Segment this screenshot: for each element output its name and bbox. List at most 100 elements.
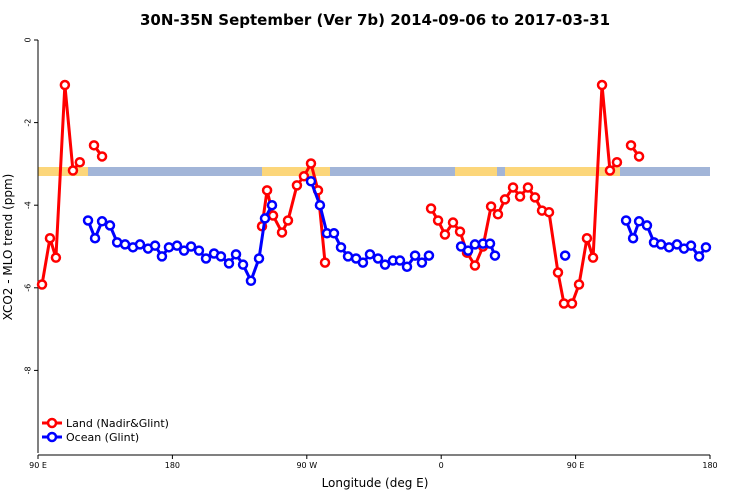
- point: [200, 253, 212, 264]
- x-tick-label: 0: [439, 461, 444, 470]
- point: [185, 241, 197, 252]
- y-axis-label: XCO2 - MLO trend (ppm): [1, 174, 15, 321]
- point: [432, 215, 444, 226]
- point: [266, 199, 278, 211]
- point: [89, 232, 101, 244]
- point: [237, 259, 249, 270]
- y-tick-label: 0: [24, 37, 33, 42]
- point: [171, 240, 183, 251]
- point: [587, 252, 599, 263]
- legend-marker: [46, 417, 58, 429]
- series-line: [40, 84, 641, 305]
- x-axis-label: Longitude (deg E): [322, 476, 429, 490]
- point: [149, 240, 161, 251]
- point: [633, 216, 645, 227]
- point: [604, 165, 616, 176]
- legend-label: Land (Nadir&Glint): [66, 417, 169, 430]
- point: [328, 228, 340, 239]
- point: [447, 217, 459, 228]
- legend-label: Ocean (Glint): [66, 431, 139, 444]
- x-tick-label: 180: [702, 461, 717, 470]
- point: [499, 194, 511, 205]
- point: [104, 220, 116, 231]
- point: [552, 267, 564, 278]
- point: [67, 165, 79, 176]
- point: [134, 239, 146, 250]
- point: [223, 258, 235, 269]
- point: [409, 250, 421, 261]
- x-tick-label: 90 W: [296, 461, 317, 470]
- point: [394, 255, 406, 266]
- point: [245, 275, 257, 287]
- point: [462, 245, 474, 256]
- point: [401, 261, 413, 272]
- point: [267, 210, 279, 221]
- point: [543, 206, 555, 218]
- point: [276, 227, 288, 238]
- point: [529, 192, 541, 203]
- point: [558, 298, 570, 309]
- y-tick-label: -6: [24, 284, 33, 292]
- point: [423, 250, 435, 261]
- point: [566, 298, 578, 309]
- point: [581, 232, 593, 244]
- point: [469, 260, 481, 271]
- point: [215, 251, 227, 262]
- point: [693, 251, 705, 262]
- point: [416, 257, 428, 268]
- x-tick-label: 90 E: [567, 461, 585, 470]
- point: [291, 180, 303, 191]
- point: [59, 79, 71, 91]
- point: [253, 253, 265, 264]
- point: [230, 249, 242, 260]
- point: [379, 259, 391, 270]
- series-line: [86, 180, 708, 285]
- point: [611, 156, 623, 168]
- point: [573, 279, 585, 290]
- point: [50, 252, 62, 263]
- point: [469, 239, 481, 250]
- point: [342, 251, 354, 262]
- x-tick-label: 180: [165, 461, 180, 470]
- point: [44, 232, 56, 244]
- point: [282, 215, 294, 226]
- point: [259, 213, 271, 224]
- point: [641, 220, 653, 231]
- point: [96, 151, 108, 162]
- y-tick-label: -4: [24, 201, 33, 209]
- point: [625, 140, 637, 151]
- point: [507, 182, 519, 193]
- point: [425, 203, 437, 214]
- point: [627, 232, 639, 244]
- y-tick-label: -8: [24, 366, 33, 374]
- point: [261, 185, 273, 196]
- point: [596, 79, 608, 91]
- point: [298, 171, 310, 182]
- y-tick-label: -2: [24, 119, 33, 127]
- point: [319, 257, 331, 268]
- point: [620, 215, 632, 226]
- point: [633, 151, 645, 162]
- point: [96, 216, 108, 227]
- point: [484, 238, 496, 249]
- point: [305, 158, 317, 169]
- point: [74, 156, 86, 168]
- point: [314, 199, 326, 211]
- point: [372, 253, 384, 264]
- point: [485, 201, 497, 212]
- point: [685, 240, 697, 251]
- point: [82, 215, 94, 226]
- point: [88, 140, 100, 151]
- point: [305, 175, 317, 187]
- point: [489, 250, 501, 261]
- point: [335, 242, 347, 253]
- legend-marker: [46, 431, 58, 443]
- point: [364, 249, 376, 260]
- chart-title: 30N-35N September (Ver 7b) 2014-09-06 to…: [140, 11, 610, 29]
- point: [492, 209, 504, 220]
- point: [655, 239, 667, 250]
- point: [193, 245, 205, 256]
- point: [700, 242, 712, 253]
- point: [163, 242, 175, 253]
